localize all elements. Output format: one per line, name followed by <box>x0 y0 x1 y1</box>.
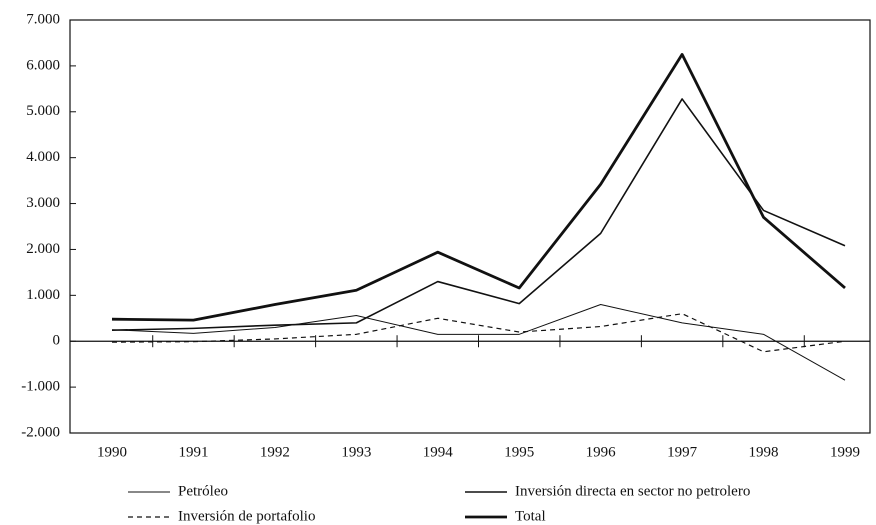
x-tick-label: 1992 <box>260 444 290 460</box>
y-tick-label: 6.000 <box>26 57 60 73</box>
x-tick-label: 1995 <box>504 444 534 460</box>
legend-label: Petróleo <box>178 483 228 499</box>
plot-frame <box>69 19 871 434</box>
x-tick-label: 1999 <box>830 444 860 460</box>
legend-label: Inversión directa en sector no petrolero <box>515 483 750 499</box>
y-tick-label: 5.000 <box>26 103 60 119</box>
x-tick-label: 1996 <box>586 444 617 460</box>
x-tick-label: 1993 <box>341 444 371 460</box>
y-tick-label: -2.000 <box>21 424 60 440</box>
series-line <box>111 98 846 332</box>
y-tick-label: 3.000 <box>26 195 60 211</box>
y-tick-label: 7.000 <box>26 11 60 27</box>
x-tick-label: 1990 <box>97 444 127 460</box>
series-line <box>111 53 846 322</box>
x-tick-label: 1998 <box>749 444 779 460</box>
y-tick-label: 2.000 <box>26 241 60 257</box>
y-tick-label: 4.000 <box>26 149 60 165</box>
x-tick-label: 1997 <box>667 444 698 460</box>
x-tick-label: 1994 <box>423 444 454 460</box>
x-tick-label: 1991 <box>178 444 208 460</box>
y-tick-label: 0 <box>53 333 61 349</box>
series-line <box>111 304 846 381</box>
y-tick-label: 1.000 <box>26 287 60 303</box>
legend-label: Inversión de portafolio <box>178 508 315 524</box>
legend-label: Total <box>515 508 546 524</box>
y-tick-label: -1.000 <box>21 379 60 395</box>
